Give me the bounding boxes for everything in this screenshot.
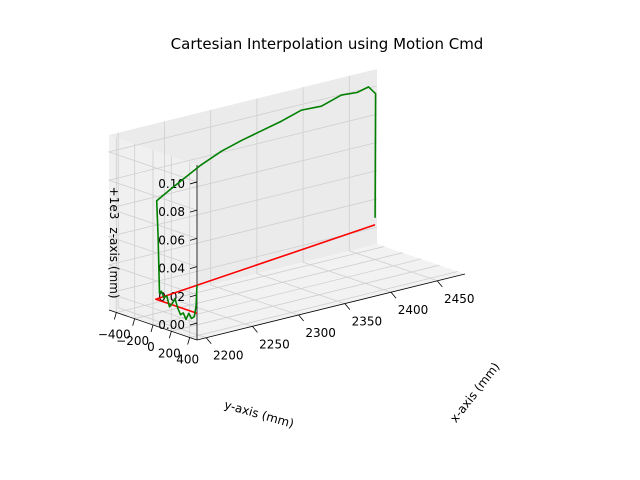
x-gridline	[256, 98, 346, 304]
chart-title: Cartesian Interpolation using Motion Cmd	[171, 35, 484, 53]
x-tick	[344, 303, 351, 310]
y-tick-label: 200	[158, 346, 181, 360]
z-gridline	[107, 198, 378, 296]
y-tick	[132, 318, 136, 326]
z-gridline	[107, 85, 378, 183]
z-gridline	[107, 142, 378, 239]
z-tick-label: 0.00	[158, 318, 185, 332]
x-tick-label: 2200	[213, 349, 244, 363]
z-tick	[189, 322, 198, 326]
y-tick	[187, 337, 191, 345]
x-gridline	[210, 110, 299, 316]
y-tick-label: 0	[147, 340, 155, 354]
x-gridline	[117, 132, 207, 339]
x-axis-line	[196, 273, 466, 341]
y-axis-label: y-axis (mm)	[223, 398, 296, 431]
y-tick-label: 400	[176, 353, 199, 367]
x-tick-label: 2250	[259, 337, 290, 351]
x-tick-label: 2300	[305, 326, 336, 340]
y-tick-label: −400	[98, 328, 131, 342]
z-tick-label: 0.02	[158, 290, 185, 304]
x-gridline	[348, 75, 438, 282]
x-tick	[436, 280, 443, 288]
x-tick	[205, 337, 212, 344]
x-tick-label: 2350	[352, 315, 383, 329]
z-axis-label: z-axis (mm)	[107, 227, 121, 298]
z-tick-label: 0.06	[158, 233, 185, 247]
y-tick	[113, 312, 117, 320]
y-tick-label: −200	[116, 334, 149, 348]
z-gridline	[107, 113, 378, 211]
y-tick	[150, 324, 154, 333]
series-line-0	[155, 224, 376, 315]
x-axis-label: x-axis (mm)	[447, 360, 502, 425]
x-tick	[390, 291, 397, 299]
z-offset-label: +1e3	[107, 187, 121, 220]
x-tick	[252, 326, 258, 333]
x-gridline	[302, 87, 392, 293]
data-series	[155, 86, 377, 321]
z-tick	[189, 181, 198, 185]
series-line-1	[155, 86, 377, 321]
z-tick-label: 0.04	[158, 262, 185, 276]
x-tick-label: 2450	[444, 292, 475, 306]
x-tick-label: 2400	[398, 303, 429, 317]
z-gridline	[107, 170, 378, 267]
z-tick	[189, 238, 198, 241]
z-gridline	[107, 226, 378, 324]
x-tick	[298, 314, 304, 322]
y-tick	[168, 331, 172, 339]
z-tick-label: 0.10	[158, 177, 185, 191]
z-tick	[189, 209, 198, 213]
z-tick-label: 0.08	[158, 205, 185, 219]
z-tick	[189, 266, 198, 269]
